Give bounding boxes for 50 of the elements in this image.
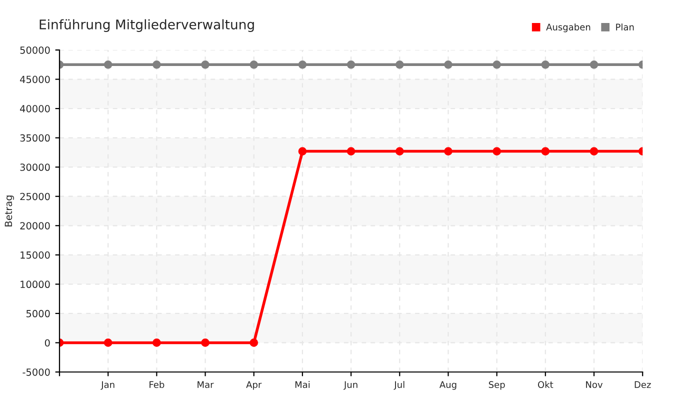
x-tick-label: Sep: [488, 381, 505, 390]
point: [346, 147, 356, 156]
point: [541, 60, 550, 69]
y-tick-label: 15000: [20, 251, 50, 259]
chart-title: Einführung Mitgliederverwaltung: [40, 19, 254, 32]
x-tick-label: Aug: [439, 381, 456, 390]
y-tick-label: 45000: [20, 76, 50, 84]
x-tick-label: Dez: [634, 381, 651, 388]
point: [201, 338, 210, 347]
y-tick-label: -5000: [22, 368, 50, 376]
point: [590, 147, 598, 156]
legend-label: Plan: [616, 23, 634, 30]
point: [346, 60, 356, 69]
point: [444, 60, 452, 69]
y-tick-label: 35000: [20, 134, 50, 142]
y-tick-label: 50000: [20, 46, 50, 54]
x-tick-label: Mai: [295, 381, 310, 388]
x-tick-label: Jan: [100, 381, 114, 390]
point: [444, 147, 452, 156]
point: [104, 60, 112, 69]
x-tick-label: Nov: [586, 381, 603, 388]
y-tick-label: 40000: [20, 105, 50, 112]
point: [250, 338, 258, 347]
x-tick-label: Jun: [344, 381, 358, 390]
y-tick-label: 5000: [26, 310, 50, 318]
x-tick-label: Mar: [198, 381, 214, 388]
y-tick-label: 20000: [20, 222, 50, 230]
point: [395, 147, 404, 156]
point: [492, 60, 501, 69]
x-tick-label: Feb: [150, 381, 164, 388]
x-tick-label: Okt: [538, 381, 554, 388]
legend-label: Ausgaben: [546, 23, 590, 32]
point: [104, 338, 112, 347]
point: [298, 147, 307, 156]
point: [590, 60, 598, 69]
y-tick-label: 10000: [20, 280, 50, 288]
y-tick-label: 0: [44, 339, 50, 347]
point: [152, 60, 161, 69]
point: [152, 338, 161, 347]
point: [201, 60, 210, 69]
x-tick-label: Jul: [394, 381, 404, 390]
point: [298, 60, 307, 69]
y-axis-title: Betrag: [4, 196, 14, 226]
point: [541, 147, 550, 156]
point: [395, 60, 404, 69]
point: [250, 60, 258, 69]
x-tick-label: Apr: [246, 381, 262, 390]
y-tick-label: 25000: [20, 192, 50, 200]
point: [492, 147, 501, 156]
y-tick-label: 30000: [20, 164, 50, 171]
